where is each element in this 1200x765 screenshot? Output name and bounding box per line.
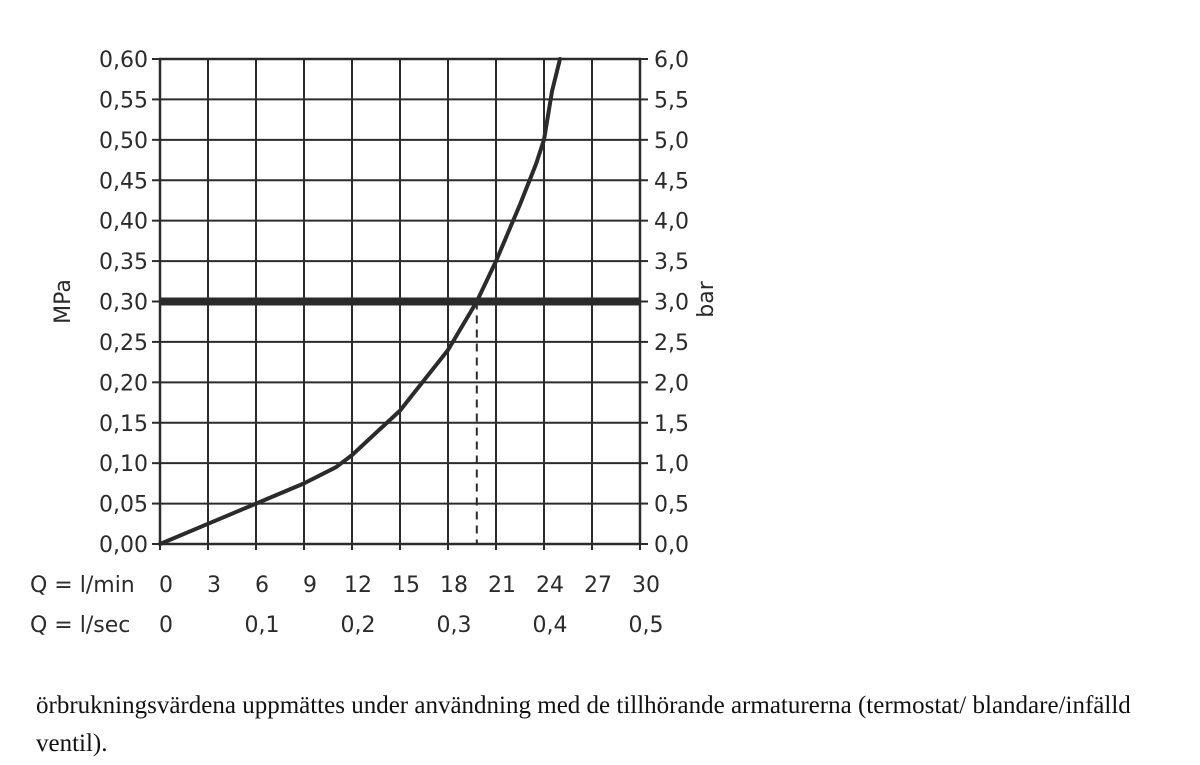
x-tick-label-lmin: 15	[392, 573, 420, 598]
x-tick-label-lsec: 0,4	[533, 613, 568, 638]
left-tick-label: 0,40	[99, 210, 148, 235]
x-tick-label-lmin: 9	[303, 573, 317, 598]
x-tick-label-lsec: 0,3	[437, 613, 472, 638]
x-tick-label-lsec: 0,2	[341, 613, 376, 638]
x-tick-label-lmin: 3	[207, 573, 221, 598]
right-tick-label: 4,5	[654, 169, 689, 194]
left-tick-label: 0,20	[99, 371, 148, 396]
left-tick-label: 0,15	[99, 412, 148, 437]
right-tick-label: 1,0	[654, 452, 689, 477]
right-tick-label: 5,0	[654, 129, 689, 154]
x-tick-label-lmin: 21	[488, 573, 516, 598]
pressure-flow-curve	[158, 57, 562, 546]
right-tick-label: 0,5	[654, 493, 689, 518]
right-tick-label: 2,0	[654, 371, 689, 396]
right-tick-label: 0,0	[654, 533, 689, 558]
right-tick-label: 3,5	[654, 250, 689, 275]
x-tick-label-lmin: 6	[255, 573, 269, 598]
x-tick-label-lmin: 0	[159, 573, 173, 598]
left-tick-label: 0,10	[99, 452, 148, 477]
left-axis-title: MPa	[51, 279, 76, 324]
x-tick-label-lsec: 0,1	[245, 613, 280, 638]
x-tick-label-lsec: 0	[159, 613, 173, 638]
left-tick-label: 0,25	[99, 331, 148, 356]
right-tick-label: 3,0	[654, 291, 689, 316]
left-tick-label: 0,45	[99, 169, 148, 194]
left-tick-label: 0,05	[99, 493, 148, 518]
right-tick-label: 4,0	[654, 210, 689, 235]
left-tick-label: 0,60	[99, 48, 148, 73]
right-tick-label: 5,5	[654, 88, 689, 113]
left-tick-label: 0,35	[99, 250, 148, 275]
left-tick-label: 0,00	[99, 533, 148, 558]
right-axis-title: bar	[694, 280, 719, 317]
caption-text: örbrukningsvärdena uppmättes under använ…	[36, 692, 1131, 757]
x-tick-label-lmin: 30	[632, 573, 660, 598]
flow-pressure-chart: 0,000,050,100,150,200,250,300,350,400,45…	[30, 48, 719, 638]
left-tick-label: 0,50	[99, 129, 148, 154]
right-tick-label: 1,5	[654, 412, 689, 437]
x-tick-label-lmin: 27	[584, 573, 612, 598]
x-tick-label-lmin: 24	[536, 573, 564, 598]
right-tick-label: 6,0	[654, 48, 689, 73]
right-tick-label: 2,5	[654, 331, 689, 356]
left-tick-label: 0,30	[99, 291, 148, 316]
x-tick-label-lsec: 0,5	[629, 613, 664, 638]
x-axis-lsec-title: Q = l/sec	[30, 613, 130, 638]
x-tick-label-lmin: 12	[344, 573, 372, 598]
left-tick-label: 0,55	[99, 88, 148, 113]
x-tick-label-lmin: 18	[440, 573, 468, 598]
x-axis-lmin-title: Q = l/min	[30, 573, 135, 598]
